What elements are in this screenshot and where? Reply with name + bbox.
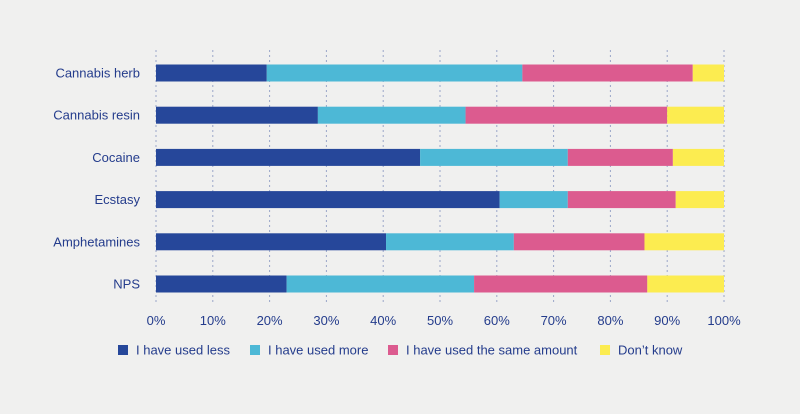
bar-segment-0-3 xyxy=(692,64,724,82)
x-tick-label: 50% xyxy=(427,313,453,328)
x-tick-label: 100% xyxy=(707,313,741,328)
category-label: Cannabis herb xyxy=(55,66,140,81)
gridlines xyxy=(155,50,725,303)
bar-segment-2-2 xyxy=(567,148,673,166)
bar-segment-5-1 xyxy=(286,275,475,293)
bar-segment-0-1 xyxy=(266,64,523,82)
legend-label: Don’t know xyxy=(618,343,683,358)
x-tick-label: 70% xyxy=(541,313,567,328)
category-label: Ecstasy xyxy=(94,192,140,207)
legend-swatch xyxy=(388,345,398,355)
category-label: Cocaine xyxy=(92,150,140,165)
legend-swatch xyxy=(250,345,260,355)
bar-segment-1-0 xyxy=(156,106,318,124)
bar-segment-2-0 xyxy=(156,148,421,166)
bar-segment-4-2 xyxy=(513,233,645,251)
legend: I have used less I have used more I have u… xyxy=(118,343,683,358)
bar-segment-5-2 xyxy=(474,275,648,293)
legend-swatch xyxy=(118,345,128,355)
bar-segment-5-0 xyxy=(156,275,287,293)
x-tick-label: 80% xyxy=(597,313,623,328)
x-tick-label: 0% xyxy=(147,313,166,328)
bar-segment-4-1 xyxy=(386,233,514,251)
category-label: Amphetamines xyxy=(53,234,140,249)
bar-segment-1-3 xyxy=(667,106,724,124)
x-axis-tick-labels: 0% 10% 20% 30% 40% 50% 60% 70% 80% 90% 100% xyxy=(147,313,741,328)
bar-segment-0-2 xyxy=(522,64,693,82)
bar-segment-2-1 xyxy=(420,148,568,166)
category-label: NPS xyxy=(113,277,140,292)
legend-label: I have used more xyxy=(268,343,368,358)
legend-label: I have used the same amount xyxy=(406,343,578,358)
x-tick-label: 40% xyxy=(370,313,396,328)
x-tick-label: 90% xyxy=(654,313,680,328)
bar-segment-4-3 xyxy=(644,233,724,251)
category-labels: Cannabis herb Cannabis resin Cocaine Ecstas… xyxy=(53,66,140,292)
bar-segment-4-0 xyxy=(156,233,387,251)
category-label: Cannabis resin xyxy=(53,108,140,123)
x-tick-label: 30% xyxy=(313,313,339,328)
bar-segment-2-3 xyxy=(672,148,724,166)
bar-segment-1-1 xyxy=(317,106,466,124)
bars-layer xyxy=(156,64,724,293)
x-tick-label: 60% xyxy=(484,313,510,328)
legend-label: I have used less xyxy=(136,343,230,358)
legend-swatch xyxy=(600,345,610,355)
bar-segment-3-0 xyxy=(156,191,500,209)
bar-segment-3-2 xyxy=(567,191,676,209)
bar-segment-3-3 xyxy=(675,191,724,209)
x-tick-label: 10% xyxy=(200,313,226,328)
bar-segment-1-2 xyxy=(465,106,668,124)
x-tick-label: 20% xyxy=(257,313,283,328)
bar-segment-0-0 xyxy=(156,64,267,82)
bar-segment-3-1 xyxy=(499,191,568,209)
bar-segment-5-3 xyxy=(647,275,724,293)
